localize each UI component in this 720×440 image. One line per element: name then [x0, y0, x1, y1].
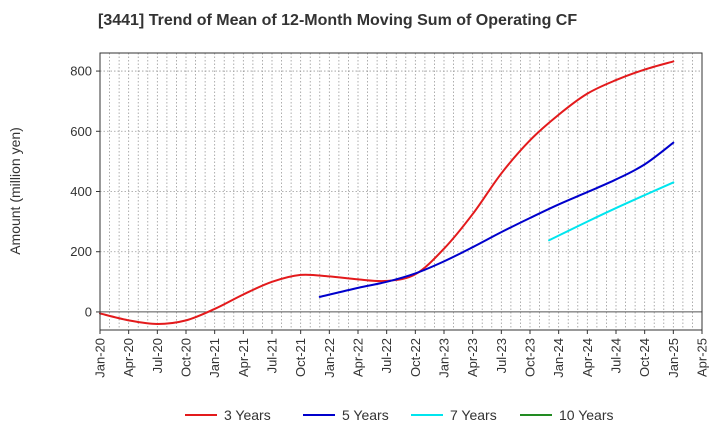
- x-tick-label: Jul-20: [150, 338, 165, 373]
- x-tick-label: Oct-22: [408, 338, 423, 377]
- x-tick-label: Apr-25: [695, 338, 710, 377]
- x-tick-label: Jan-24: [551, 338, 566, 378]
- x-tick-label: Jul-21: [265, 338, 280, 373]
- y-tick-label: 0: [85, 304, 92, 319]
- x-tick-labels: Jan-20 Apr-20 Jul-20 Oct-20 Jan-21 Apr-21 Jul-…: [93, 330, 710, 378]
- grid: [100, 53, 702, 330]
- x-tick-label: Apr-24: [580, 338, 595, 377]
- y-tick-label: 200: [70, 244, 92, 259]
- legend-label-10-years: 10 Years: [559, 407, 614, 423]
- x-tick-label: Oct-23: [523, 338, 538, 377]
- x-tick-label: Jan-20: [93, 338, 108, 378]
- x-tick-label: Oct-24: [637, 338, 652, 377]
- x-tick-label: Jul-24: [609, 338, 624, 373]
- legend: 3 Years 5 Years 7 Years 10 Years: [185, 407, 614, 423]
- y-tick-label: 600: [70, 124, 92, 139]
- x-tick-label: Jan-25: [666, 338, 681, 378]
- y-axis-label: Amount (million yen): [7, 127, 23, 255]
- x-tick-label: Apr-23: [465, 338, 480, 377]
- x-tick-label: Jul-23: [494, 338, 509, 373]
- x-tick-label: Jul-22: [379, 338, 394, 373]
- x-tick-label: Apr-22: [351, 338, 366, 377]
- series-line-7-years: [548, 181, 675, 242]
- x-tick-label: Apr-21: [236, 338, 251, 377]
- chart-title: [3441] Trend of Mean of 12-Month Moving …: [98, 12, 578, 29]
- y-tick-label: 400: [70, 184, 92, 199]
- legend-label-5-years: 5 Years: [342, 407, 389, 423]
- legend-label-3-years: 3 Years: [224, 407, 271, 423]
- x-tick-label: Jan-21: [207, 338, 222, 378]
- x-tick-label: Oct-21: [293, 338, 308, 377]
- series-layer: [99, 60, 675, 325]
- y-tick-label: 800: [70, 64, 92, 79]
- x-tick-label: Jan-23: [437, 338, 452, 378]
- legend-label-7-years: 7 Years: [450, 407, 497, 423]
- x-tick-label: Oct-20: [179, 338, 194, 377]
- x-tick-label: Jan-22: [322, 338, 337, 378]
- y-tick-labels: 0 200 400 600 800: [70, 64, 100, 319]
- x-tick-label: Apr-20: [121, 338, 136, 377]
- series-line-5-years: [318, 141, 675, 298]
